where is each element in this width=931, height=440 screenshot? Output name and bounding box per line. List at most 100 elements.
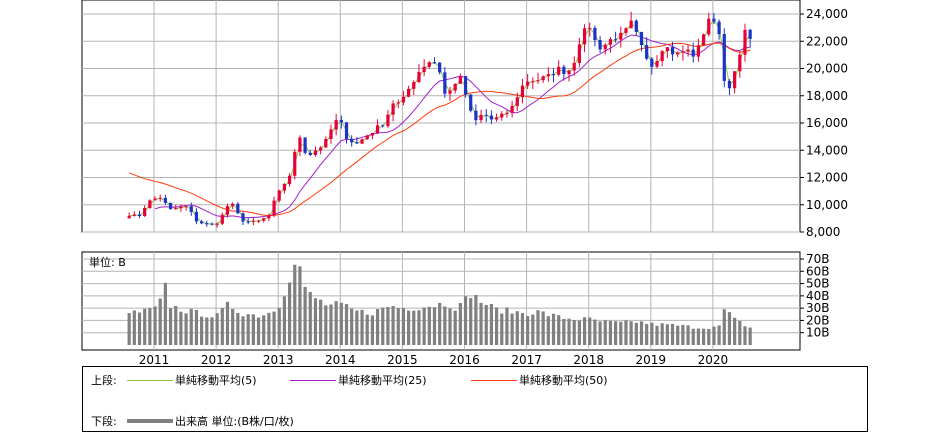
- volume-bar: [463, 296, 468, 345]
- candle-body: [391, 103, 395, 115]
- volume-bar: [536, 310, 540, 345]
- candle-body: [236, 203, 240, 214]
- candle-body: [256, 220, 261, 222]
- volume-bar: [603, 320, 607, 345]
- x-tick-label: 2012: [201, 353, 232, 367]
- candle-body: [551, 74, 556, 76]
- candle-body: [344, 122, 349, 139]
- x-tick-label: 2013: [263, 353, 294, 367]
- legend-lower-label: 下段:: [91, 415, 117, 428]
- candle-body: [727, 80, 732, 89]
- candle-body: [707, 18, 711, 35]
- volume-bar: [484, 305, 488, 345]
- price-tick-label: 22,000: [806, 34, 848, 48]
- volume-bar: [293, 264, 297, 345]
- price-tick-label: 16,000: [806, 116, 848, 130]
- volume-bar: [267, 312, 271, 345]
- candle-body: [267, 215, 271, 219]
- candle-body: [427, 62, 431, 67]
- volume-bar: [593, 319, 597, 345]
- volume-bar: [272, 311, 276, 345]
- candle-body: [184, 206, 188, 208]
- legend-ma25-swatch: [290, 380, 336, 381]
- candle-body: [463, 76, 468, 95]
- candle-body: [577, 44, 581, 63]
- volume-bar: [174, 306, 178, 345]
- candle-body: [603, 44, 607, 50]
- candle-body: [691, 49, 695, 57]
- volume-bar: [531, 314, 535, 345]
- candle-body: [701, 34, 706, 46]
- candle-body: [696, 45, 701, 57]
- volume-bar: [500, 313, 504, 345]
- volume-bar: [582, 317, 587, 345]
- volume-bar: [676, 325, 680, 345]
- candle-body: [676, 52, 680, 55]
- candle-body: [531, 81, 535, 83]
- volume-bar: [691, 328, 695, 345]
- legend: 上段: 単純移動平均(5) 単純移動平均(25) 単純移動平均(50) 下段: …: [82, 366, 868, 432]
- volume-bars: [127, 264, 752, 345]
- candle-body: [282, 183, 287, 191]
- x-axis-ticks: 2011 2012 2013 2014 2015 2016 2017 2018 2019 2020: [139, 353, 728, 367]
- candle-body: [588, 28, 592, 30]
- volume-bar: [381, 307, 385, 345]
- candle-body: [334, 120, 338, 130]
- x-tick-label: 2011: [139, 353, 170, 367]
- candle-body: [598, 40, 602, 50]
- x-tick-label: 2014: [325, 353, 356, 367]
- volume-bar: [588, 317, 592, 345]
- candle-body: [241, 213, 245, 222]
- candle-body: [313, 150, 318, 155]
- volume-bar: [313, 298, 318, 345]
- candle-body: [526, 81, 530, 86]
- candle-body: [474, 110, 478, 121]
- volume-bar: [489, 303, 494, 345]
- candle-body: [614, 39, 618, 41]
- candle-body: [355, 142, 359, 144]
- candle-body: [484, 114, 488, 116]
- candle-body: [458, 76, 462, 84]
- volume-bar: [210, 317, 214, 345]
- candle-body: [567, 70, 571, 75]
- volume-tick-label: 50B: [806, 277, 830, 291]
- candle-body: [339, 120, 343, 123]
- volume-bar: [722, 309, 726, 345]
- candle-body: [293, 151, 297, 176]
- candle-body: [143, 207, 147, 217]
- candle-body: [634, 20, 638, 32]
- volume-bar: [350, 308, 354, 345]
- volume-bar: [458, 303, 462, 345]
- x-tick-label: 2017: [511, 353, 542, 367]
- volume-bar: [567, 318, 571, 345]
- volume-bar: [639, 321, 644, 345]
- volume-bar: [701, 328, 706, 345]
- x-tick-label: 2016: [449, 353, 480, 367]
- candle-body: [582, 28, 587, 45]
- volume-bar: [220, 308, 224, 345]
- volume-bar: [236, 312, 240, 345]
- volume-bar: [143, 308, 147, 345]
- volume-bar: [370, 315, 374, 345]
- price-tick-label: 8,000: [806, 225, 840, 239]
- candle-body: [386, 114, 390, 127]
- volume-bar: [412, 310, 416, 345]
- candle-body: [500, 113, 504, 118]
- candle-body: [412, 82, 416, 89]
- candle-body: [722, 34, 726, 81]
- candle-body: [686, 49, 690, 52]
- volume-bar: [137, 312, 142, 345]
- candle-body: [593, 28, 597, 41]
- candle-body: [520, 85, 525, 98]
- candle-body: [681, 51, 685, 53]
- candle-body: [132, 214, 136, 216]
- volume-bar: [619, 321, 623, 345]
- volume-bar: [520, 313, 525, 345]
- volume-bar: [251, 314, 255, 345]
- volume-bar: [225, 301, 230, 345]
- volume-bar: [634, 322, 638, 345]
- volume-bar: [298, 266, 302, 345]
- candle-body: [365, 135, 369, 140]
- volume-bar: [277, 307, 281, 345]
